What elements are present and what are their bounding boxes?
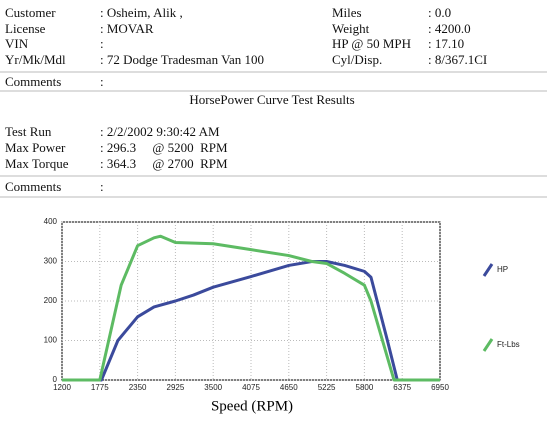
comments-value: : — [100, 74, 104, 89]
legend-swatch — [482, 263, 494, 277]
field-label: HP @ 50 MPH — [332, 36, 411, 51]
field-label: Test Run — [5, 124, 52, 139]
x-axis-label: Speed (RPM) — [211, 398, 293, 414]
field-label: License — [5, 21, 46, 36]
field-label: Max Power — [5, 140, 66, 155]
x-tick-label: 5800 — [356, 383, 374, 392]
y-tick-label: 100 — [44, 336, 58, 345]
x-tick-label: 1200 — [53, 383, 71, 392]
y-tick-label: 300 — [44, 257, 58, 266]
x-tick-label: 2925 — [167, 383, 185, 392]
field-label: Cyl/Disp. — [332, 52, 382, 67]
field-value: : 17.10 — [428, 36, 464, 51]
field-label: Customer — [5, 5, 56, 20]
field-value: : 8/367.1CI — [428, 52, 487, 67]
x-tick-label: 4075 — [242, 383, 260, 392]
field-label: Weight — [332, 21, 370, 36]
field-value: : 2/2/2002 9:30:42 AM — [100, 124, 220, 139]
legend-label: HP — [497, 265, 508, 274]
comments-label: Comments — [5, 74, 61, 89]
field-value: : 296.3 @ 5200 RPM — [100, 140, 228, 155]
field-value: : 72 Dodge Tradesman Van 100 — [100, 52, 264, 67]
legend-swatch — [482, 338, 494, 352]
field-value: : — [100, 36, 104, 51]
x-tick-label: 5225 — [318, 383, 336, 392]
y-tick-label: 400 — [44, 217, 58, 226]
x-tick-label: 4650 — [280, 383, 298, 392]
field-label: Max Torque — [5, 156, 69, 171]
field-value: : 364.3 @ 2700 RPM — [100, 156, 228, 171]
y-tick-label: 0 — [53, 375, 58, 384]
x-tick-label: 2350 — [129, 383, 147, 392]
x-tick-label: 6950 — [431, 383, 449, 392]
legend-label: Ft-Lbs — [497, 340, 520, 349]
x-tick-label: 6375 — [393, 383, 411, 392]
x-tick-label: 3500 — [204, 383, 222, 392]
comments-value: : — [100, 179, 104, 194]
series-line — [62, 260, 440, 382]
series-line — [62, 234, 440, 382]
field-value: : Osheim, Alik , — [100, 5, 183, 20]
field-value: : 0.0 — [428, 5, 451, 20]
field-label: VIN — [5, 36, 29, 51]
field-label: Yr/Mk/Mdl — [5, 52, 66, 67]
x-tick-label: 1775 — [91, 383, 109, 392]
comments-label: Comments — [5, 179, 61, 194]
field-label: Miles — [332, 5, 362, 20]
results-title: HorsePower Curve Test Results — [189, 92, 354, 107]
field-value: : 4200.0 — [428, 21, 471, 36]
field-value: : MOVAR — [100, 21, 154, 36]
y-tick-label: 200 — [44, 296, 58, 305]
